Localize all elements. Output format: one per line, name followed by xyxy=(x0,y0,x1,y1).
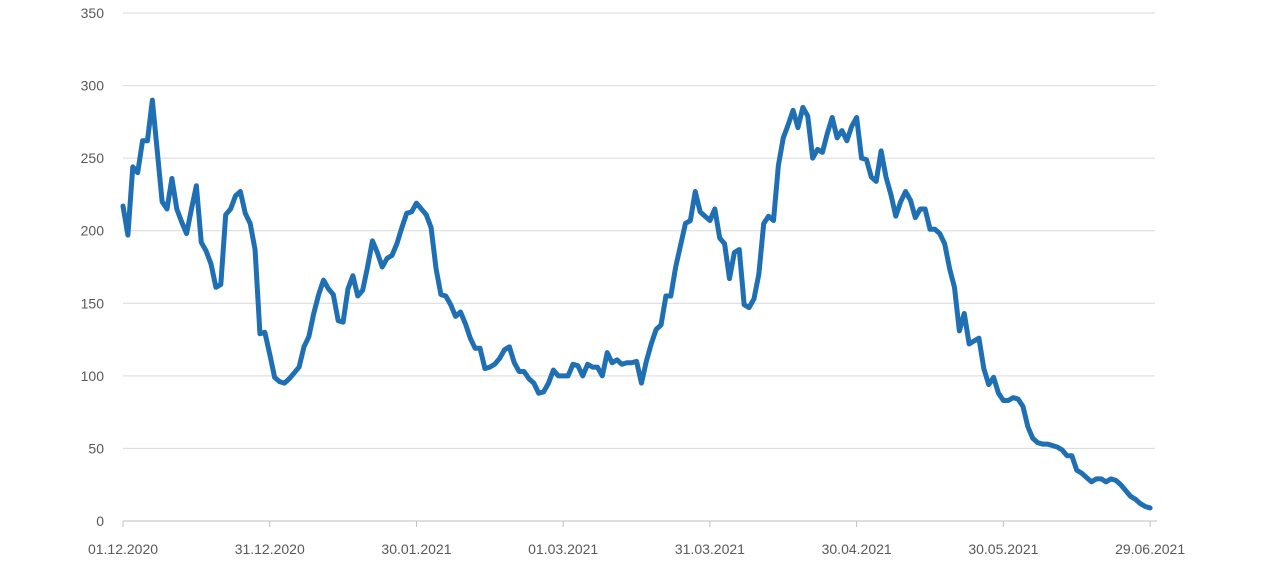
y-tick-label: 350 xyxy=(81,5,105,21)
y-tick-label: 150 xyxy=(81,295,105,311)
x-tick-label: 30.01.2021 xyxy=(381,541,451,557)
x-tick-label: 29.06.2021 xyxy=(1115,541,1185,557)
x-tick-label: 30.05.2021 xyxy=(968,541,1038,557)
x-tick-label: 30.04.2021 xyxy=(822,541,892,557)
x-tick-label: 31.03.2021 xyxy=(675,541,745,557)
series-line xyxy=(120,97,1153,511)
y-tick-label: 200 xyxy=(81,223,105,239)
x-tick-label: 31.12.2020 xyxy=(235,541,305,557)
x-axis-ticks: 01.12.2020 31.12.2020 30.01.2021 01.03.2021… xyxy=(88,521,1185,557)
y-tick-label: 50 xyxy=(88,440,104,456)
x-tick-label: 01.03.2021 xyxy=(528,541,598,557)
y-tick-label: 0 xyxy=(96,513,104,529)
x-tick-label: 01.12.2020 xyxy=(88,541,158,557)
y-tick-label: 250 xyxy=(81,150,105,166)
y-tick-label: 300 xyxy=(81,78,105,94)
y-axis-tick-labels: 0 50 100 150 200 250 300 350 xyxy=(81,5,105,529)
y-tick-label: 100 xyxy=(81,368,105,384)
